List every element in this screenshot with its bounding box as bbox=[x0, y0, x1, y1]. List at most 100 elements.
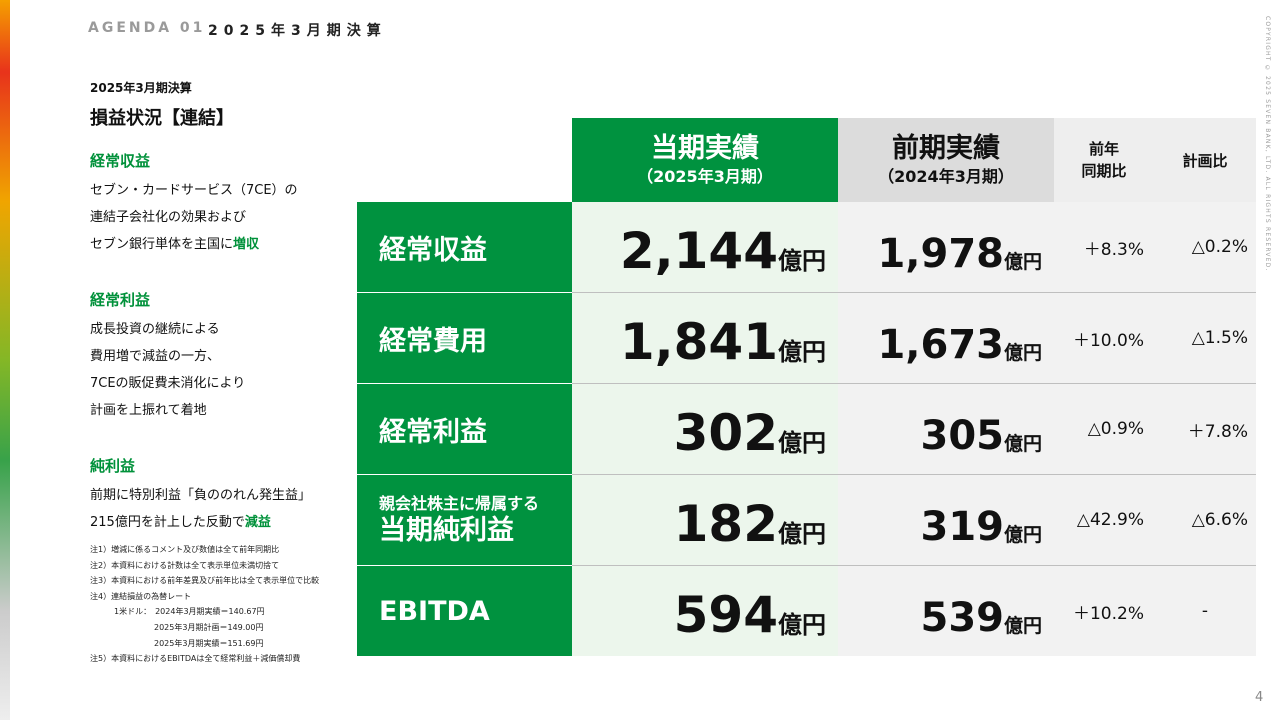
page-number: 4 bbox=[1255, 690, 1264, 705]
previous-value: 1,978 bbox=[877, 231, 1004, 277]
note-highlight: 減益 bbox=[244, 515, 271, 530]
previous-value-cell: 1,978 億円 bbox=[838, 202, 1054, 292]
previous-value-cell: 319 億円 bbox=[838, 475, 1054, 565]
note-ordinary-profit: 経常利益 成長投資の継続による 費用増で減益の一方、 7CEの販促費未消化により… bbox=[90, 289, 360, 424]
copyright-notice: COPYRIGHT © 2025 SEVEN BANK, LTD. ALL RI… bbox=[1264, 16, 1271, 272]
previous-value-cell: 539 億円 bbox=[838, 566, 1054, 656]
footnote: 注1）増減に係るコメント及び数値は全て前年同期比 bbox=[90, 545, 280, 554]
unit: 億円 bbox=[778, 611, 826, 639]
table-row-ordinary-profit: 経常利益 302 億円 305 億円 △0.9% ＋7.8% bbox=[357, 384, 1256, 474]
note-line: セブン・カードサービス（7CE）の bbox=[90, 183, 298, 198]
note-ordinary-income: 経常収益 セブン・カードサービス（7CE）の 連結子会社化の効果および セブン銀… bbox=[90, 150, 360, 258]
row-divider bbox=[572, 292, 1256, 293]
unit: 億円 bbox=[778, 338, 826, 366]
header-previous-title: 前期実績 bbox=[892, 133, 1000, 164]
agenda-title: 2025年3月期決算 bbox=[208, 23, 387, 39]
note-line: 215億円を計上した反動で減益 bbox=[90, 509, 360, 536]
note-line-text: セブン銀行単体を主国に bbox=[90, 237, 234, 252]
previous-value-cell: 305 億円 bbox=[838, 384, 1054, 474]
plan-value: △1.5% bbox=[1154, 293, 1256, 383]
footnote: 注3）本資料における前年差異及び前年比は全て表示単位で比較 bbox=[90, 576, 320, 586]
current-value: 594 bbox=[673, 586, 778, 644]
yoy-value: ＋10.2% bbox=[1054, 566, 1154, 656]
footnotes: 注1）増減に係るコメント及び数値は全て前年同期比 注2）本資料における計数は全て… bbox=[90, 542, 319, 667]
plan-value: △0.2% bbox=[1154, 202, 1256, 292]
current-value-cell: 2,144 億円 bbox=[572, 202, 838, 292]
row-label: EBITDA bbox=[357, 566, 572, 656]
plan-value: - bbox=[1154, 566, 1256, 656]
previous-value: 305 bbox=[920, 413, 1004, 459]
current-value-cell: 1,841 億円 bbox=[572, 293, 838, 383]
table-row-ebitda: EBITDA 594 億円 539 億円 ＋10.2% - bbox=[357, 566, 1256, 656]
footnote: 2025年3月期実績＝151.69円 bbox=[90, 638, 264, 648]
current-value-cell: 594 億円 bbox=[572, 566, 838, 656]
yoy-value: ＋10.0% bbox=[1054, 293, 1154, 383]
agenda-label: AGENDA 01 bbox=[88, 20, 206, 36]
header-yoy-line2: 同期比 bbox=[1081, 162, 1127, 180]
previous-value: 319 bbox=[920, 504, 1004, 550]
note-line: 連結子会社化の効果および bbox=[90, 210, 247, 225]
current-value-cell: 182 億円 bbox=[572, 475, 838, 565]
unit: 億円 bbox=[1003, 251, 1042, 273]
label-divider bbox=[357, 292, 572, 293]
yoy-value: ＋8.3% bbox=[1054, 202, 1154, 292]
header-previous-period-label: （2024年3月期） bbox=[878, 167, 1014, 186]
yoy-value: △0.9% bbox=[1054, 384, 1154, 474]
section-subheading: 2025年3月期決算 bbox=[90, 81, 192, 95]
table-row-net-income: 親会社株主に帰属する 当期純利益 182 億円 319 億円 △42.9% △6.6… bbox=[357, 475, 1256, 565]
row-label: 経常費用 bbox=[357, 293, 572, 383]
row-label: 経常収益 bbox=[357, 202, 572, 292]
page-title: 損益状況【連結】 bbox=[90, 108, 234, 129]
row-label-main: 当期純利益 bbox=[379, 515, 514, 546]
brand-color-stripe bbox=[0, 0, 10, 720]
unit: 億円 bbox=[778, 247, 826, 275]
note-line: 計画を上振れて着地 bbox=[90, 403, 207, 418]
header-current-title: 当期実績 bbox=[651, 133, 759, 164]
unit: 億円 bbox=[1003, 524, 1042, 546]
table-row-ordinary-income: 経常収益 2,144 億円 1,978 億円 ＋8.3% △0.2% bbox=[357, 202, 1256, 292]
note-heading: 純利益 bbox=[90, 457, 136, 475]
unit: 億円 bbox=[778, 520, 826, 548]
unit: 億円 bbox=[1003, 615, 1042, 637]
header-previous-period: 前期実績 （2024年3月期） bbox=[838, 118, 1054, 202]
label-divider bbox=[357, 383, 572, 384]
yoy-value: △42.9% bbox=[1054, 475, 1154, 565]
footnote: 注5）本資料におけるEBITDAは全て経常利益＋減価償却費 bbox=[90, 654, 301, 664]
current-value: 302 bbox=[673, 404, 778, 462]
current-value: 2,144 bbox=[619, 222, 778, 280]
current-value-cell: 302 億円 bbox=[572, 384, 838, 474]
current-value: 182 bbox=[673, 495, 778, 553]
plan-value: △6.6% bbox=[1154, 475, 1256, 565]
note-line: セブン銀行単体を主国に増収 bbox=[90, 231, 360, 258]
label-divider bbox=[357, 565, 572, 566]
note-heading: 経常収益 bbox=[90, 152, 151, 170]
unit: 億円 bbox=[778, 429, 826, 457]
previous-value: 1,673 bbox=[877, 322, 1004, 368]
note-net-income: 純利益 前期に特別利益「負ののれん発生益」 215億円を計上した反動で減益 bbox=[90, 455, 360, 536]
previous-value-cell: 1,673 億円 bbox=[838, 293, 1054, 383]
note-line-text: 215億円を計上した反動で bbox=[90, 515, 245, 530]
note-line: 7CEの販促費未消化により bbox=[90, 376, 246, 391]
header-yoy: 前年 同期比 bbox=[1054, 118, 1154, 202]
table-row-ordinary-expenses: 経常費用 1,841 億円 1,673 億円 ＋10.0% △1.5% bbox=[357, 293, 1256, 383]
row-divider bbox=[572, 383, 1256, 384]
note-line: 成長投資の継続による bbox=[90, 322, 220, 337]
row-label: 経常利益 bbox=[357, 384, 572, 474]
row-divider bbox=[572, 474, 1256, 475]
row-label: 親会社株主に帰属する 当期純利益 bbox=[357, 475, 572, 565]
row-divider bbox=[572, 565, 1256, 566]
note-line: 前期に特別利益「負ののれん発生益」 bbox=[90, 488, 312, 503]
label-divider bbox=[357, 474, 572, 475]
current-value: 1,841 bbox=[619, 313, 778, 371]
footnote: 注2）本資料における計数は全て表示単位未満切捨て bbox=[90, 560, 280, 570]
note-heading: 経常利益 bbox=[90, 291, 151, 309]
header-current-period: 当期実績 （2025年3月期） bbox=[572, 118, 838, 202]
note-highlight: 増収 bbox=[233, 237, 260, 252]
note-line: 費用増で減益の一方、 bbox=[90, 349, 221, 364]
footnote: 2025年3月期計画＝149.00円 bbox=[90, 622, 264, 632]
header-current-period-label: （2025年3月期） bbox=[637, 167, 773, 186]
previous-value: 539 bbox=[920, 595, 1004, 641]
footnote: 1米ドル： 2024年3月期実績＝140.67円 bbox=[90, 607, 265, 617]
header-yoy-line1: 前年 bbox=[1088, 140, 1119, 158]
footnote: 注4）連結損益の為替レート bbox=[90, 591, 192, 601]
